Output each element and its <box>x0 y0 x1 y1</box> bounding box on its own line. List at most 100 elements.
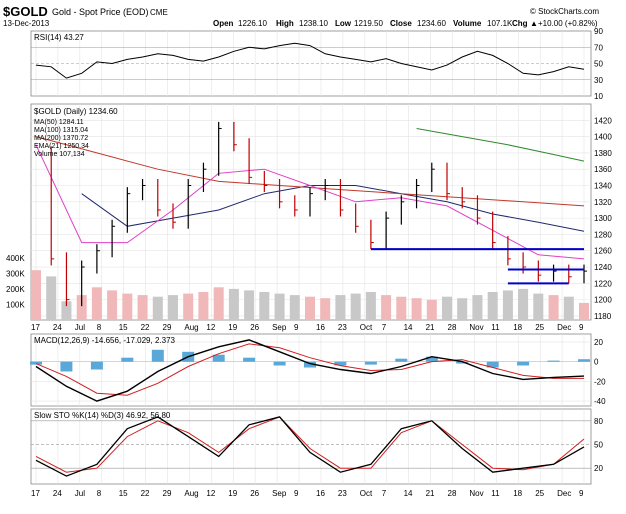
chart-series <box>30 42 590 477</box>
x-tick-bottom: Sep <box>272 489 287 498</box>
brand-logo: © StockCharts.com <box>530 7 599 16</box>
price-tick: 1420 <box>594 116 612 125</box>
x-tick-price: 15 <box>119 323 128 332</box>
x-tick-bottom: 17 <box>31 489 40 498</box>
volume-bar <box>183 293 194 320</box>
macd-histogram-bar <box>151 349 164 362</box>
macd-histogram-bar <box>212 354 225 362</box>
stochastic-legend: Slow STO %K(14) %D(3) 46.92, 56.80 <box>34 411 171 420</box>
macd-histogram-bar <box>395 358 408 362</box>
price-tick: 1280 <box>594 230 612 239</box>
x-tick-price: 9 <box>579 323 584 332</box>
x-tick-price: 14 <box>404 323 413 332</box>
macd-line <box>35 339 585 402</box>
volume-label: Volume <box>453 19 482 28</box>
stochastic-d-line <box>35 416 585 473</box>
volume-bar <box>168 295 178 320</box>
x-tick-bottom: Dec <box>557 489 571 498</box>
x-tick-bottom: 24 <box>53 489 62 498</box>
x-tick-price: 24 <box>53 323 62 332</box>
macd-tick: 0 <box>594 358 599 367</box>
rsi-tick: 90 <box>594 27 603 36</box>
volume-bar <box>563 296 574 320</box>
x-tick-bottom: 19 <box>228 489 237 498</box>
x-tick-price: Aug <box>184 323 198 332</box>
volume-bar <box>365 292 376 320</box>
volume-bar <box>320 298 331 320</box>
macd-legend: MACD(12,26,9) -14.656, -17.029, 2.373 <box>34 336 176 345</box>
high-label: High <box>276 19 294 28</box>
volume-bar <box>502 290 513 320</box>
macd-tick: 20 <box>594 338 603 347</box>
volume-bar <box>122 293 133 320</box>
x-tick-bottom: Jul <box>75 489 85 498</box>
price-tick: 1260 <box>594 247 612 256</box>
volume-bar <box>289 295 300 320</box>
x-tick-price: 16 <box>316 323 325 332</box>
x-tick-price: Nov <box>469 323 483 332</box>
x-tick-price: 11 <box>491 323 500 332</box>
macd-histogram-bar <box>456 361 469 364</box>
x-tick-bottom: 8 <box>97 489 102 498</box>
price-tick: 1320 <box>594 198 612 207</box>
volume-bar <box>472 295 483 320</box>
macd-histogram-bar <box>547 360 560 362</box>
x-tick-price: 19 <box>228 323 237 332</box>
price-tick: 1400 <box>594 133 612 142</box>
volume-bar <box>396 296 407 320</box>
volume-bar <box>457 298 468 320</box>
legend-ema21: EMA(21) 1250.34 <box>34 143 89 150</box>
price-legend: $GOLD (Daily) 1234.60 MA(50) 1284.11 MA(… <box>34 107 118 158</box>
stochastic-tick: 50 <box>594 441 603 450</box>
rsi-tick: 70 <box>594 43 603 52</box>
low-value: 1219.50 <box>354 19 383 28</box>
macd-histogram-bar <box>517 361 530 366</box>
volume-bar <box>381 295 392 320</box>
stochastic-tick: 20 <box>594 464 603 473</box>
x-tick-price: 28 <box>448 323 457 332</box>
volume-bar <box>518 288 529 320</box>
volume-value: 107.1K <box>487 19 513 28</box>
volume-tick: 200K <box>6 285 25 294</box>
exchange-label: CME <box>150 8 168 17</box>
volume-bar <box>533 293 544 320</box>
macd-tick: -20 <box>594 377 606 386</box>
macd-histogram-bar <box>243 357 256 362</box>
x-tick-price: 23 <box>338 323 347 332</box>
instrument-name: Gold - Spot Price (EOD) <box>52 7 149 17</box>
x-tick-bottom: 25 <box>535 489 544 498</box>
macd-histogram-bar <box>90 361 103 370</box>
volume-bar <box>244 290 255 320</box>
x-tick-bottom: 7 <box>382 489 387 498</box>
x-tick-bottom: 11 <box>491 489 500 498</box>
rsi-tick: 10 <box>594 92 603 101</box>
rsi-tick: 30 <box>594 76 603 85</box>
low-label: Low <box>335 19 352 28</box>
x-tick-price: Dec <box>557 323 571 332</box>
volume-bar <box>61 301 72 320</box>
volume-bar <box>305 296 315 320</box>
volume-bar <box>335 295 346 320</box>
x-tick-bottom: 29 <box>163 489 172 498</box>
x-tick-price: Oct <box>360 323 373 332</box>
change-arrow-icon: ▲ <box>530 19 538 28</box>
macd-histogram-bar <box>364 361 377 365</box>
volume-tick: 100K <box>6 300 25 309</box>
grid-lines <box>31 31 591 484</box>
change-value: +10.00 (+0.82%) <box>538 19 598 28</box>
price-title: $GOLD (Daily) 1234.60 <box>34 107 118 116</box>
volume-bar <box>487 292 498 320</box>
volume-bar <box>107 290 118 320</box>
volume-bar <box>91 287 102 320</box>
volume-bar <box>548 295 559 320</box>
x-tick-bottom: 28 <box>448 489 457 498</box>
close-value: 1234.60 <box>417 19 446 28</box>
x-tick-price: 26 <box>250 323 259 332</box>
x-tick-bottom: 9 <box>579 489 584 498</box>
x-tick-price: 22 <box>141 323 150 332</box>
volume-bar <box>411 298 422 320</box>
legend-ma50: MA(50) 1284.11 <box>34 119 84 126</box>
volume-bar <box>442 296 452 320</box>
close-label: Close <box>390 19 412 28</box>
